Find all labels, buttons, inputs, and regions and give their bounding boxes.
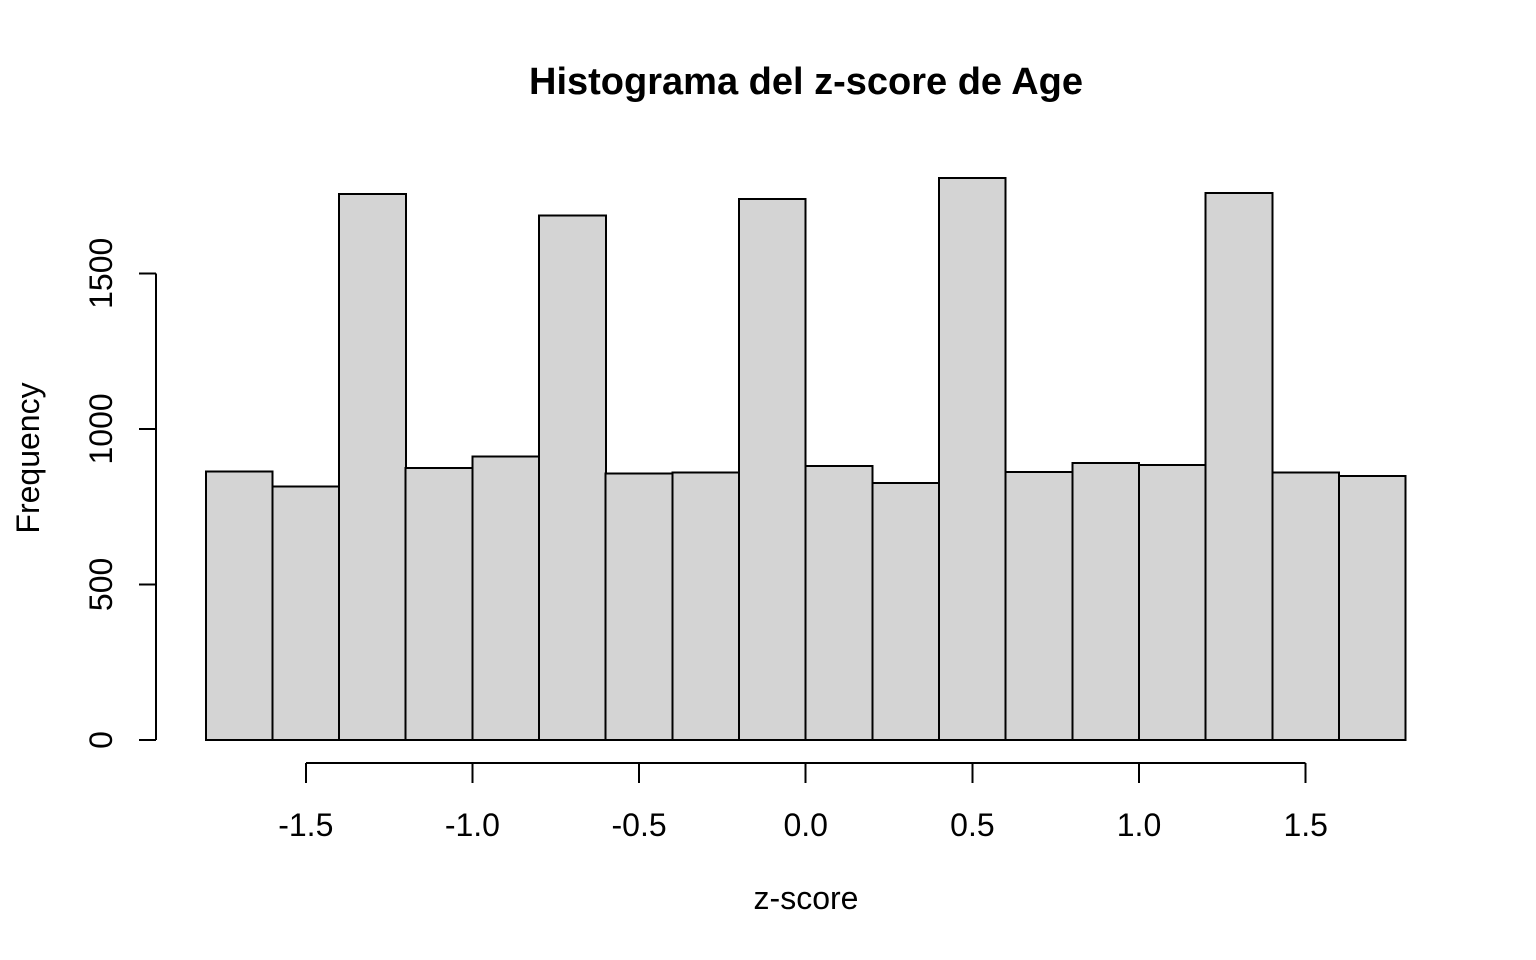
- histogram-bar: [1204, 192, 1274, 742]
- histogram-bar: [938, 177, 1007, 742]
- x-axis-title: z-score: [753, 880, 859, 916]
- histogram-bar: [738, 198, 807, 741]
- histogram-bar: [804, 465, 874, 741]
- histogram-bar: [1138, 464, 1207, 741]
- x-tick-label: -1.5: [278, 807, 333, 843]
- y-tick-label: 500: [83, 558, 119, 611]
- y-tick-label: 1500: [83, 238, 119, 309]
- histogram-bar: [404, 467, 474, 741]
- histogram-bar: [604, 472, 674, 741]
- histogram-bar: [1071, 461, 1141, 741]
- histogram-bar: [271, 485, 341, 741]
- histogram-bar: [1271, 471, 1341, 741]
- histogram-bar: [471, 455, 541, 741]
- histogram-bar: [871, 482, 941, 741]
- x-tick-label: 0.5: [950, 807, 994, 843]
- x-tick-label: 1.5: [1283, 807, 1327, 843]
- x-tick-label: 0.0: [783, 807, 827, 843]
- histogram-bar: [671, 471, 741, 741]
- x-tick-label: 1.0: [1117, 807, 1161, 843]
- chart-title: Histograma del z-score de Age: [529, 61, 1083, 103]
- histogram-bar: [538, 214, 607, 741]
- y-tick-label: 0: [83, 731, 119, 749]
- y-axis-title: Frequency: [10, 382, 46, 534]
- histogram-bar: [338, 193, 407, 741]
- histogram-bar: [1338, 474, 1407, 741]
- x-tick-label: -0.5: [612, 807, 667, 843]
- histogram-bar: [204, 470, 274, 741]
- y-tick-label: 1000: [83, 393, 119, 464]
- histogram-bar: [1004, 471, 1074, 741]
- x-tick-label: -1.0: [445, 807, 500, 843]
